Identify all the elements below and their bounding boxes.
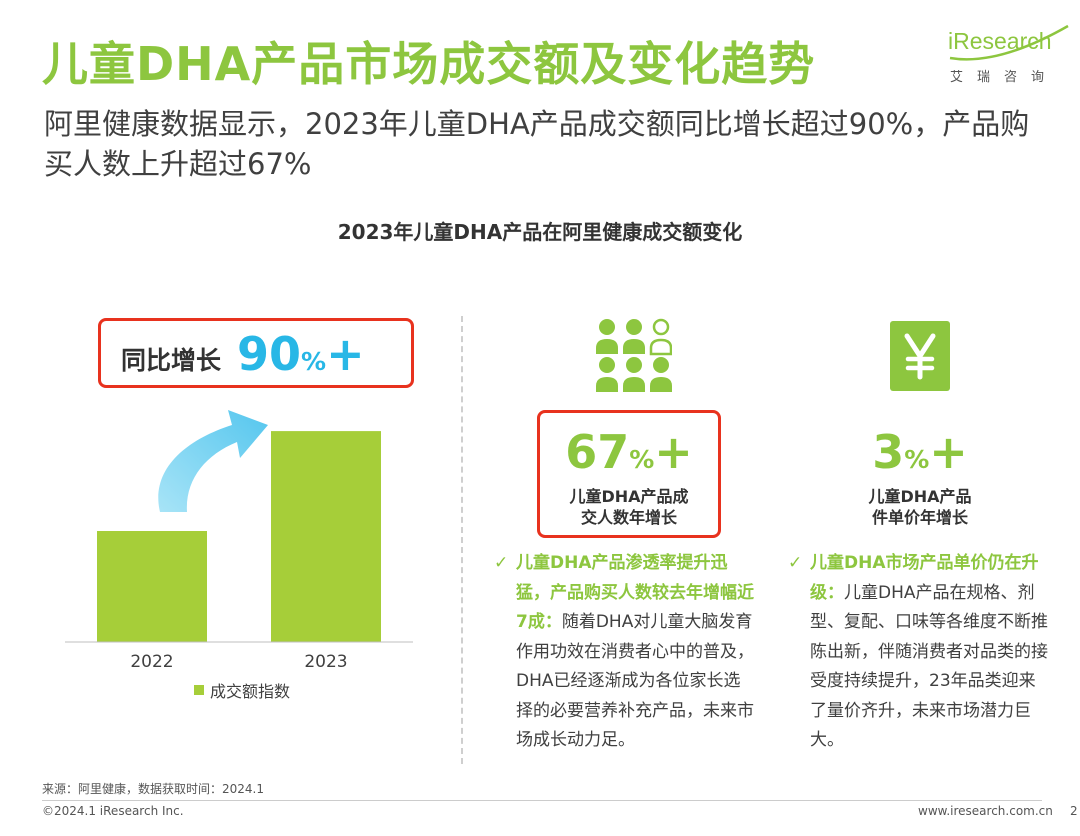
bullet-penetration: ✓ 儿童DHA产品渗透率提升迅猛，产品购买人数较去年增幅近7成：随着DHA对儿童…: [494, 549, 756, 756]
bullet-unit-price: ✓ 儿童DHA市场产品单价仍在升级：儿童DHA产品在规格、剂型、复配、口味等各维…: [788, 549, 1050, 756]
stat-buyers-unit: %: [629, 445, 655, 474]
source-note: 来源：阿里健康，数据获取时间：2024.1: [42, 782, 264, 796]
stat-price-suffix: +: [929, 425, 968, 479]
bullet-unit-price-lead: 儿童DHA市场产品单价仍在升级：: [810, 553, 1039, 603]
stat-price-unit: %: [904, 445, 930, 474]
growth-label: 同比增长: [121, 346, 222, 375]
legend-label: 成交额指数: [210, 682, 291, 701]
growth-arrow: [158, 410, 268, 512]
growth-number: 90: [237, 327, 302, 381]
x-tick-2023: 2023: [304, 652, 348, 672]
stat-buyers-suffix: +: [654, 425, 693, 479]
logo-chinese-name: 艾瑞咨询: [950, 70, 1059, 85]
x-tick-2022: 2022: [130, 652, 174, 672]
stat-buyers-number: 67: [565, 425, 630, 479]
page-title: 儿童DHA产品市场成交额及变化趋势: [42, 37, 816, 91]
legend-swatch: [194, 685, 204, 695]
stat-price-label: 儿童DHA产品件单价年增长: [868, 487, 972, 527]
bar-2022: [97, 531, 207, 642]
stat-buyers: 67%+ 儿童DHA产品成交人数年增长: [529, 426, 729, 528]
website-link[interactable]: www.iresearch.com.cn: [918, 804, 1053, 818]
check-icon: ✓: [494, 553, 509, 573]
stat-highlight-box: [537, 410, 721, 538]
stat-buyers-label: 儿童DHA产品成交人数年增长: [569, 487, 689, 527]
growth-unit: %: [301, 347, 327, 376]
stat-price: 3%+ 儿童DHA产品件单价年增长: [820, 426, 1020, 528]
copyright: ©2024.1 iResearch Inc.: [42, 804, 184, 818]
growth-value: 90%+: [237, 327, 365, 381]
growth-suffix: +: [326, 327, 365, 381]
logo-wordmark: iResearch: [948, 28, 1052, 54]
chart-title: 2023年儿童DHA产品在阿里健康成交额变化: [337, 220, 743, 244]
check-icon: ✓: [788, 553, 803, 573]
bullet-unit-price-text: 儿童DHA产品在规格、剂型、复配、口味等各维度不断推陈出新，伴随消费者对品类的接…: [810, 582, 1048, 751]
stat-price-value: 3%+: [820, 426, 1020, 486]
growth-highlight-box: 同比增长 90%+: [98, 318, 414, 388]
section-divider: [461, 316, 463, 764]
people-group-icon: [596, 318, 672, 392]
stat-price-number: 3: [872, 425, 905, 479]
bullet-penetration-text: 随着DHA对儿童大脑发育作用功效在消费者心中的普及，DHA已经逐渐成为各位家长选…: [516, 612, 754, 750]
page-number: 2: [1070, 804, 1078, 818]
footer-divider: [42, 800, 1042, 801]
page-subtitle: 阿里健康数据显示，2023年儿童DHA产品成交额同比增长超过90%，产品购买人数…: [44, 107, 1030, 181]
bar-2023: [271, 431, 381, 642]
yuan-icon: [890, 321, 950, 391]
stat-buyers-value: 67%+: [529, 426, 729, 486]
bullet-penetration-lead: 儿童DHA产品渗透率提升迅猛，产品购买人数较去年增幅近7成：: [516, 553, 754, 632]
iresearch-logo: iResearch 艾瑞咨询: [948, 24, 1070, 86]
chart-legend: 成交额指数: [194, 678, 290, 702]
logo-swoosh-icon: [949, 24, 1069, 61]
